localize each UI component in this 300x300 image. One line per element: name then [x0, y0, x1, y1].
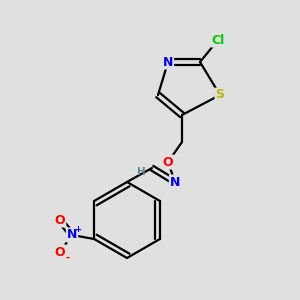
Text: Cl: Cl	[212, 34, 225, 46]
Text: O: O	[55, 245, 65, 259]
Text: +: +	[74, 224, 82, 233]
Text: O: O	[163, 155, 173, 169]
Text: -: -	[65, 253, 69, 263]
Text: N: N	[170, 176, 180, 188]
Text: S: S	[215, 88, 224, 101]
Text: O: O	[55, 214, 65, 226]
Text: N: N	[163, 56, 173, 68]
Text: H: H	[136, 167, 146, 177]
Text: N: N	[67, 229, 77, 242]
